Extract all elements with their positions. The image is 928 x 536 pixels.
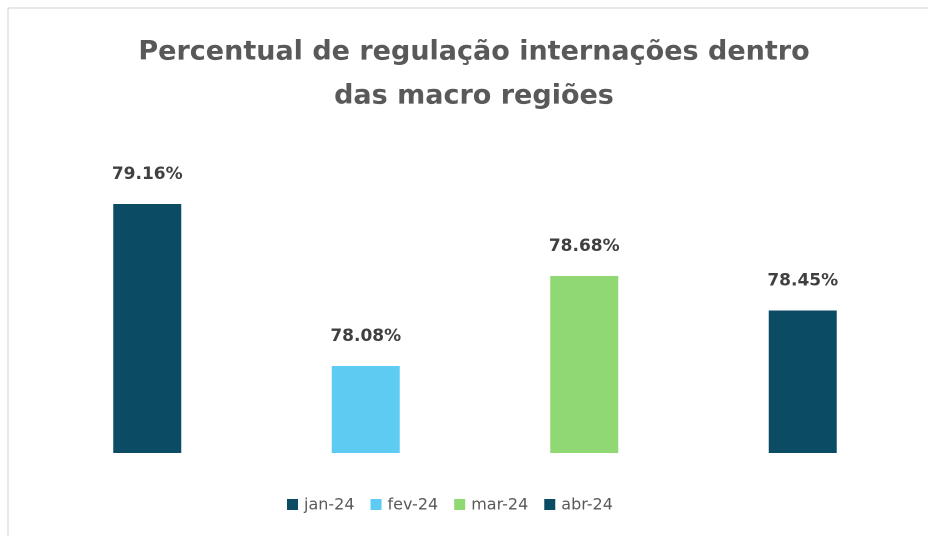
bar <box>768 310 837 453</box>
legend-swatch <box>544 499 556 510</box>
data-label: 78.08% <box>330 326 401 346</box>
legend-swatch <box>454 499 466 510</box>
data-label: 78.45% <box>767 271 838 291</box>
bar <box>113 204 182 453</box>
legend-label: jan-24 <box>303 495 355 514</box>
bar <box>550 276 619 453</box>
legend-label: abr-24 <box>561 495 613 514</box>
chart-title: das macro regiões <box>334 80 614 111</box>
legend-label: mar-24 <box>471 495 528 514</box>
legend-swatch <box>370 499 382 510</box>
bar <box>331 366 400 453</box>
legend-swatch <box>287 499 298 510</box>
legend-label: fev-24 <box>388 495 439 514</box>
data-label: 78.68% <box>549 236 620 256</box>
data-label: 79.16% <box>112 164 183 184</box>
chart-title: Percentual de regulação internações dent… <box>138 36 809 67</box>
